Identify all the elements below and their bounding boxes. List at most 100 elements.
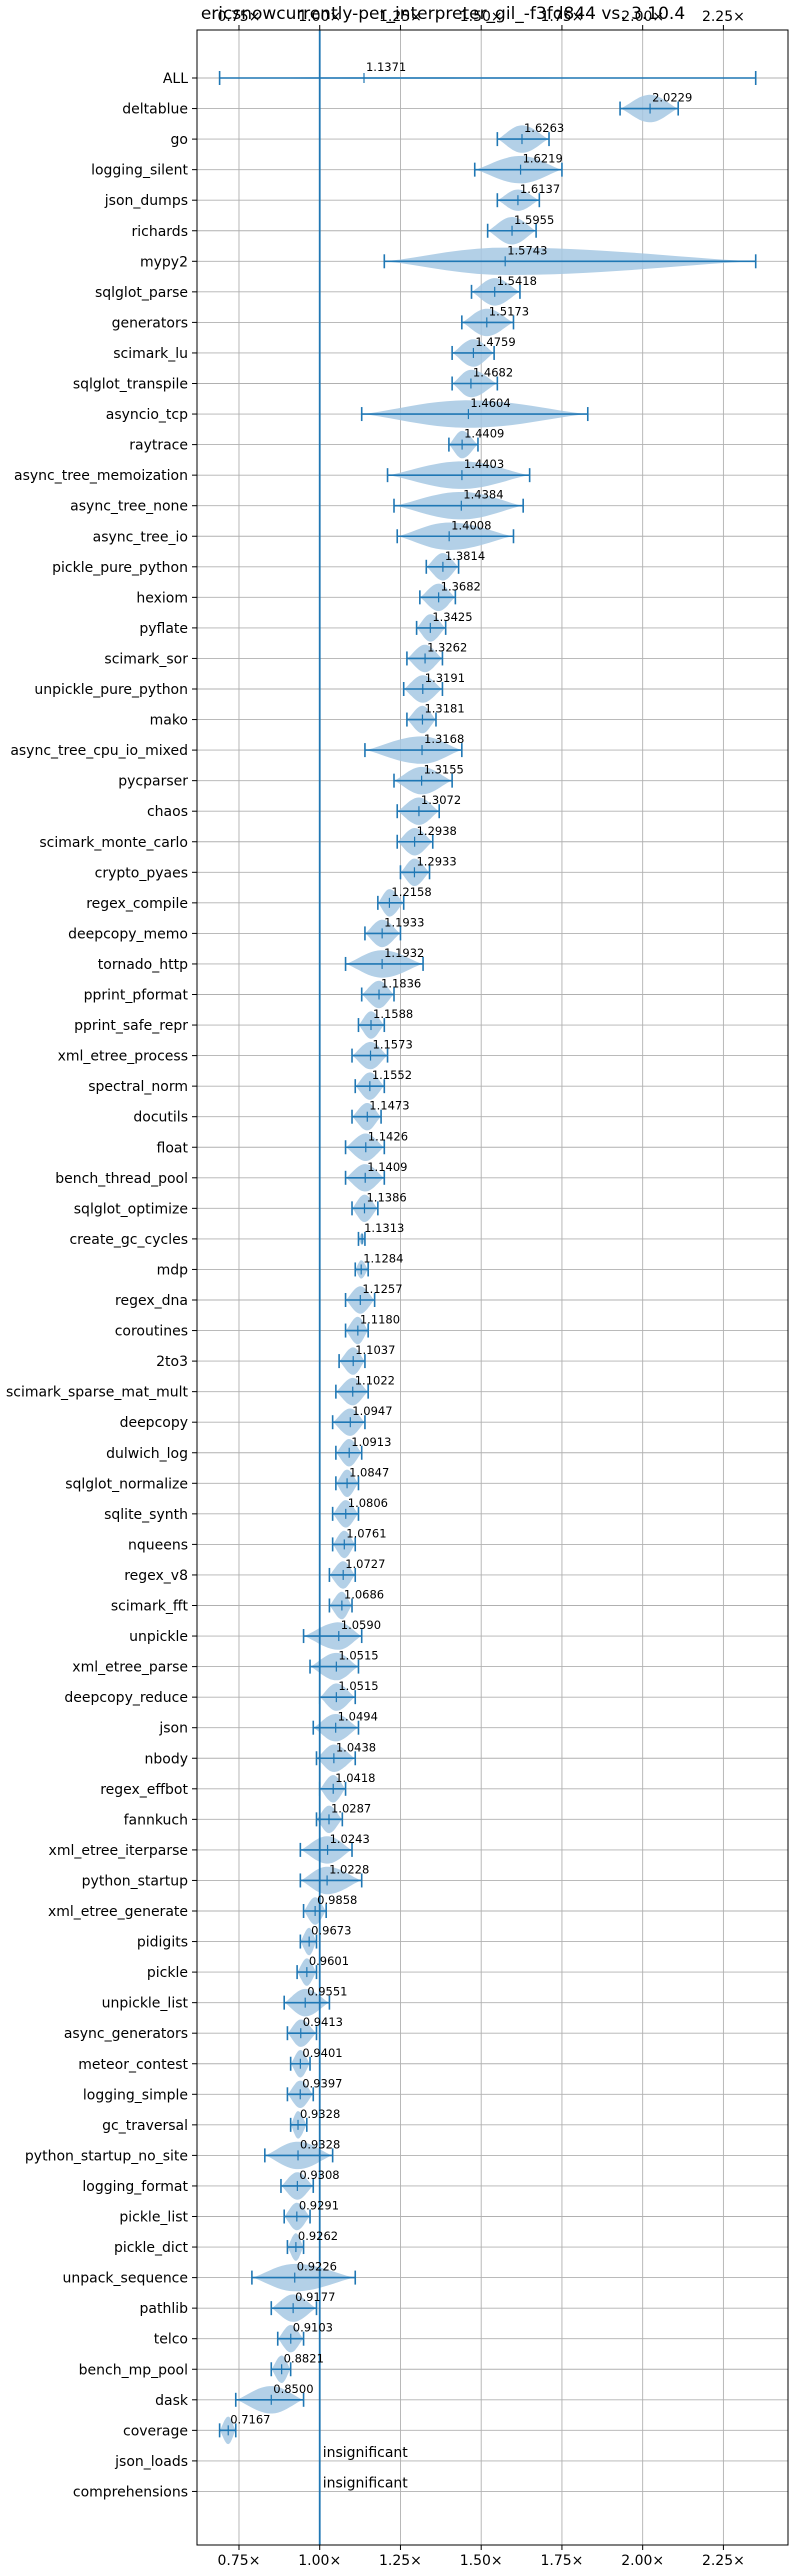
value-label: 1.1257: [362, 1282, 402, 1296]
value-label: 1.1037: [355, 1343, 395, 1357]
category-label: unpickle_list: [102, 1996, 189, 2012]
category-label: richards: [132, 224, 189, 240]
category-label: tornado_http: [98, 957, 188, 973]
value-label: 1.3682: [441, 579, 481, 593]
value-label: 1.0515: [338, 1679, 378, 1693]
value-label: 0.9858: [317, 1893, 357, 1907]
category-label: coverage: [123, 2423, 188, 2439]
category-label: generators: [112, 315, 188, 331]
value-label: 0.9262: [298, 2229, 338, 2243]
value-label: 0.9177: [295, 2290, 335, 2304]
value-label: 0.9413: [303, 2015, 343, 2029]
category-label: deepcopy_reduce: [64, 1690, 188, 1706]
value-label: 1.1284: [363, 1251, 403, 1265]
category-label: mypy2: [140, 254, 188, 270]
value-label: 1.0686: [344, 1588, 384, 1602]
category-label: dask: [155, 2393, 189, 2409]
category-label: crypto_pyaes: [95, 865, 188, 881]
value-label: 1.6137: [520, 182, 560, 196]
category-label: regex_effbot: [100, 1782, 188, 1798]
value-label: 1.4403: [464, 457, 504, 471]
category-label: 2to3: [156, 1354, 188, 1370]
category-label: deepcopy: [120, 1415, 188, 1431]
value-label: 1.1426: [368, 1129, 408, 1143]
value-label: 1.1409: [367, 1160, 407, 1174]
category-label: create_gc_cycles: [69, 1232, 188, 1248]
value-label: 1.5173: [489, 304, 529, 318]
category-label: scimark_sparse_mat_mult: [6, 1385, 188, 1401]
category-label: xml_etree_parse: [72, 1660, 188, 1676]
category-label: logging_simple: [83, 2087, 188, 2103]
value-label: 1.3181: [424, 702, 464, 716]
x-tick-label-top: 1.25×: [379, 9, 422, 25]
value-label: 1.1588: [373, 1007, 413, 1021]
value-label: 1.3168: [424, 732, 464, 746]
category-label: xml_etree_iterparse: [49, 1843, 188, 1859]
value-label: 1.1933: [384, 915, 424, 929]
value-label: 1.1313: [364, 1221, 404, 1235]
value-label: 1.0438: [336, 1740, 376, 1754]
value-label: 1.4008: [451, 518, 491, 532]
category-label: sqlglot_normalize: [65, 1476, 188, 1492]
category-label: telco: [154, 2332, 188, 2348]
value-label: 1.1552: [372, 1068, 412, 1082]
x-tick-label-top: 1.00×: [298, 9, 341, 25]
value-label: 1.1932: [384, 946, 424, 960]
value-label: 1.1371: [366, 60, 406, 74]
category-label: json_dumps: [104, 193, 188, 209]
category-label: pickle_dict: [114, 2240, 189, 2256]
value-label: 1.6219: [523, 152, 563, 166]
x-tick-label: 2.00×: [621, 2553, 664, 2569]
category-label: fannkuch: [124, 1812, 188, 1828]
category-label: mako: [150, 713, 188, 729]
category-label: python_startup: [82, 1873, 188, 1889]
category-label: python_startup_no_site: [25, 2148, 188, 2164]
category-label: sqlite_synth: [104, 1507, 188, 1523]
value-label: 1.3155: [424, 763, 464, 777]
x-tick-label: 1.25×: [379, 2553, 422, 2569]
value-label: 1.4759: [475, 335, 515, 349]
value-label: 1.1473: [369, 1099, 409, 1113]
category-label: scimark_sor: [104, 651, 188, 667]
category-label: async_tree_memoization: [14, 468, 188, 484]
category-label: pyflate: [139, 621, 188, 637]
value-label: 1.2938: [417, 824, 457, 838]
category-label: bench_thread_pool: [55, 1171, 188, 1187]
category-label: deepcopy_memo: [68, 926, 188, 942]
category-label: pycparser: [118, 774, 188, 790]
x-tick-label: 1.00×: [298, 2553, 341, 2569]
category-label: sqlglot_transpile: [73, 377, 188, 393]
category-label: async_tree_cpu_io_mixed: [10, 743, 188, 759]
category-label: nqueens: [128, 1537, 188, 1553]
category-label: pprint_safe_repr: [74, 1018, 188, 1034]
x-tick-label-top: 0.75×: [218, 9, 261, 25]
value-label: 0.9308: [299, 2168, 339, 2182]
value-label: 1.1180: [360, 1313, 400, 1327]
value-label: 1.0847: [349, 1465, 389, 1479]
category-label: xml_etree_process: [58, 1049, 188, 1065]
value-label: 1.4604: [470, 396, 510, 410]
value-label: 1.4682: [473, 366, 513, 380]
category-label: pickle_list: [119, 2210, 188, 2226]
value-label: 0.9291: [299, 2199, 339, 2213]
category-label: mdp: [157, 1262, 189, 1278]
value-label: 1.0727: [345, 1557, 385, 1571]
value-label: 1.0228: [329, 1862, 369, 1876]
value-label: 0.8500: [273, 2382, 313, 2396]
category-label: pidigits: [137, 1935, 188, 1951]
value-label: 1.0515: [338, 1649, 378, 1663]
value-label: 1.0947: [352, 1404, 392, 1418]
value-label: 0.9551: [307, 1985, 347, 1999]
category-label: async_tree_io: [93, 529, 188, 545]
value-label: 2.0229: [652, 91, 692, 105]
category-label: dulwich_log: [106, 1446, 188, 1462]
category-label: scimark_fft: [111, 1599, 189, 1615]
value-label: 1.5743: [507, 243, 547, 257]
category-label: pickle_pure_python: [52, 560, 188, 576]
value-label: 1.0243: [330, 1832, 370, 1846]
insignificant-label: insignificant: [323, 2475, 409, 2491]
category-label: async_tree_none: [70, 499, 188, 515]
category-label: raytrace: [129, 438, 188, 454]
category-label: deltablue: [122, 102, 188, 118]
